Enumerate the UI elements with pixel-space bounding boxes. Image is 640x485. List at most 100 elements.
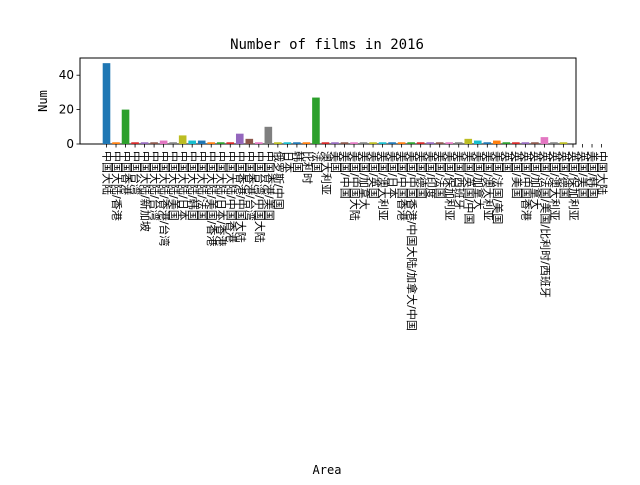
x-tick-label: 美国/德国 <box>415 151 429 199</box>
x-tick-label: 美国/西班牙 <box>453 151 466 210</box>
bar <box>302 142 311 144</box>
chart-title: Number of films in 2016 <box>230 37 424 53</box>
x-tick-label: 美国/中国香港 <box>396 151 409 221</box>
x-tick-label: 中国大陆/香港/台湾 <box>158 151 172 246</box>
x-tick-label: 中国台湾 <box>129 151 143 195</box>
bar <box>407 142 415 144</box>
bar <box>264 126 273 144</box>
x-tick-label: 美国/法国/美国 <box>491 151 505 224</box>
bar <box>178 135 187 144</box>
bar-group <box>102 63 568 144</box>
y-axis-label: Num <box>36 90 50 112</box>
x-tick-label: 中国大陆/中国香港 <box>224 151 238 243</box>
bar <box>159 140 168 144</box>
x-tick-label: 英国/加拿大 <box>529 151 543 210</box>
plot-frame <box>79 57 577 145</box>
bar <box>473 140 482 144</box>
x-tick-label: 中国香港 <box>120 151 133 195</box>
bar <box>340 142 349 144</box>
x-tick-label: 中国大陆/韩国 <box>186 151 200 221</box>
x-tick-label: 美国/保加利亚 <box>443 151 457 221</box>
x-tick-label: 美国/印度 <box>424 151 438 199</box>
x-tick-label: 韩国 <box>291 151 305 173</box>
x-tick-label: 法国 <box>310 151 324 173</box>
x-tick-label: 中国台湾/中国大陆 <box>253 151 267 243</box>
x-tick-label: 美国/英国 <box>367 151 381 199</box>
x-tick-label: 中国大陆/法国 <box>196 151 210 221</box>
bar <box>483 142 492 144</box>
x-tick-label: 中国大陆/美国 <box>167 151 181 221</box>
bar <box>312 97 320 144</box>
x-axis-label: Area <box>313 463 342 477</box>
bar <box>369 142 377 144</box>
x-tick-label: 中国大陆/日本/香港 <box>215 151 229 246</box>
x-tick-label: 澳大利亚 <box>319 151 333 195</box>
x-tick-label: 俄罗斯/中国 <box>272 151 285 210</box>
bar <box>493 140 501 144</box>
x-tick-label: 中国大陆/美国/香港 <box>205 151 219 246</box>
x-tick-label: 中国大陆/新加坡 <box>139 151 153 232</box>
x-tick-label: 英国/美国 <box>577 151 591 199</box>
bar <box>445 142 454 144</box>
x-tick-label: 中国香港/中国大陆 <box>234 151 248 243</box>
x-tick-label: 中国大陆/香港 <box>110 151 124 221</box>
bar <box>121 109 130 144</box>
x-tick-label: 中国香港/美国 <box>262 151 275 221</box>
bar <box>512 142 520 144</box>
bar <box>140 142 149 144</box>
x-tick-label: 比利时 <box>300 151 313 184</box>
bar <box>435 142 444 144</box>
x-tick-label: 美国/中国 <box>339 151 352 199</box>
bar <box>207 142 216 144</box>
bar <box>131 142 139 144</box>
x-tick-label: 英国/德国 <box>557 151 571 199</box>
x-tick-label: 美国/韩国 <box>586 151 600 199</box>
x-tick-label: 英国/法国/美国/比利时/西班牙 <box>538 151 552 298</box>
bar <box>388 142 396 144</box>
x-tick-label: 英国 <box>500 151 514 173</box>
bar <box>255 142 263 144</box>
bar <box>378 142 387 144</box>
bar <box>197 140 206 144</box>
bar <box>416 142 425 144</box>
x-tick-label: 中国香港/台湾 <box>243 151 257 221</box>
x-tick-label: 美国/英国/中国 <box>462 151 476 224</box>
x-tick-label: 美国/加拿大 <box>358 151 372 210</box>
x-tick-label: 英国/保加利亚 <box>567 151 581 221</box>
bar <box>293 142 301 144</box>
bar <box>169 142 177 144</box>
x-tick-label: 日本 <box>281 151 295 173</box>
x-tick-label: 美国/澳大利亚 <box>377 151 391 221</box>
bar <box>350 142 358 144</box>
x-tick-label: 美国/中国香港/中国大陆/加拿大/中国 <box>405 151 419 331</box>
bar <box>283 142 292 144</box>
x-tick-label: 美国/澳大利亚 <box>481 151 495 221</box>
bar <box>274 142 282 144</box>
bar <box>150 142 158 144</box>
x-axis-ticks: 中国大陆中国大陆/香港中国香港中国台湾中国大陆/新加坡中国大陆/台湾中国大陆/香… <box>101 144 610 331</box>
y-tick-label: 20 <box>59 103 74 117</box>
bar <box>216 142 225 144</box>
bar <box>559 142 568 144</box>
x-tick-label: 中国大陆/台湾 <box>148 151 162 221</box>
bar <box>550 142 558 144</box>
bar <box>454 142 463 144</box>
x-tick-label: 美国/法国 <box>434 151 448 199</box>
x-tick-label: 中国大陆/日本 <box>177 151 191 221</box>
bar <box>102 63 111 144</box>
bar <box>226 142 235 144</box>
y-tick-label: 0 <box>66 137 74 151</box>
x-tick-label: 美国 <box>329 151 342 173</box>
bar <box>502 142 511 144</box>
bar <box>188 140 196 144</box>
bar <box>397 142 406 144</box>
bar <box>359 142 368 144</box>
bar <box>521 142 530 144</box>
bar <box>540 137 549 144</box>
bar <box>464 138 473 144</box>
bar <box>235 133 244 144</box>
bar <box>331 142 339 144</box>
bar <box>112 142 120 144</box>
